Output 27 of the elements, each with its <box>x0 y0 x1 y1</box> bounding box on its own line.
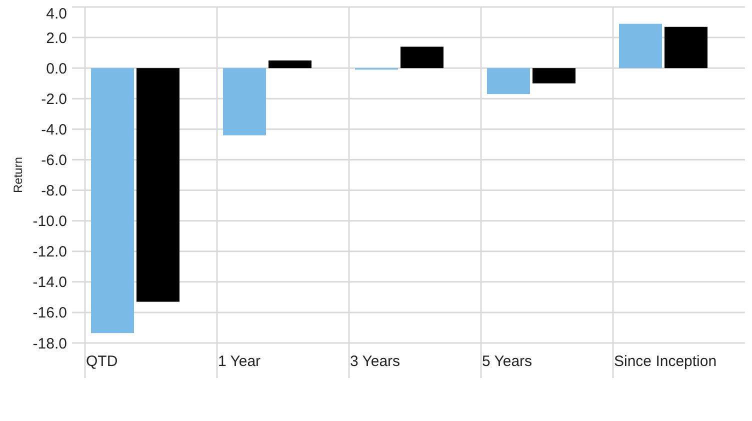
bar <box>136 68 180 302</box>
bar <box>91 68 134 334</box>
bar <box>223 68 266 136</box>
bar <box>532 68 576 84</box>
y-tick-label: 0.0 <box>46 60 67 78</box>
x-tick-label: QTD <box>86 353 118 370</box>
x-tick-label: 1 Year <box>218 353 261 370</box>
y-tick-label: 2.0 <box>46 30 67 47</box>
x-tick-label: 5 Years <box>482 353 532 370</box>
bar <box>619 24 662 68</box>
y-tick-label: -12.0 <box>32 244 67 261</box>
y-axis-title: Return <box>11 156 25 194</box>
y-tick-label: 4.0 <box>46 5 67 22</box>
y-tick-label: -10.0 <box>32 213 67 230</box>
bar <box>400 46 444 68</box>
bar <box>268 60 312 68</box>
x-tick-label: Since Inception <box>614 353 717 370</box>
bar <box>664 26 708 68</box>
y-tick-label: -6.0 <box>41 152 67 169</box>
y-tick-label: -2.0 <box>41 90 67 108</box>
bar <box>487 68 530 94</box>
y-tick-label: -18.0 <box>32 335 67 352</box>
x-tick-label: 3 Years <box>350 353 400 370</box>
y-tick-label: -14.0 <box>32 274 67 292</box>
y-tick-label: -4.0 <box>41 121 67 138</box>
y-tick-label: -8.0 <box>41 182 67 200</box>
y-tick-label: -16.0 <box>32 304 67 322</box>
